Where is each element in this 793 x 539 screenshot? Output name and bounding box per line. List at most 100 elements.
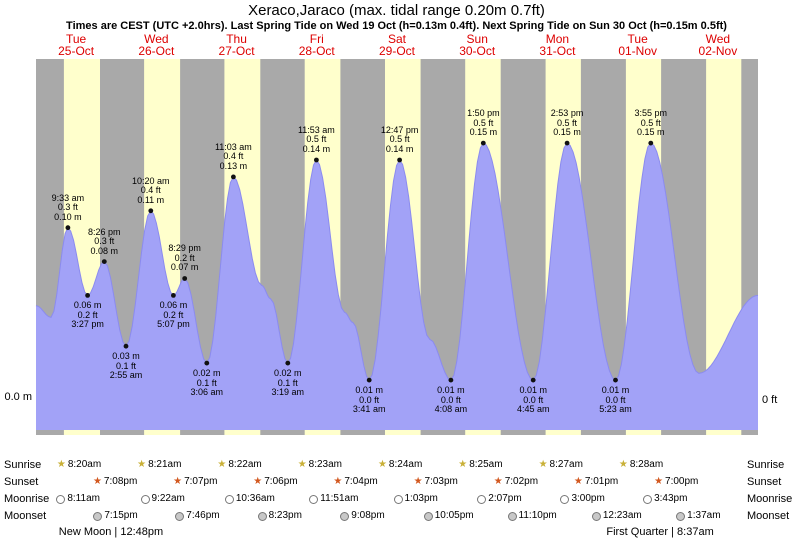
sunset-event: ★ 7:06pm (253, 476, 297, 488)
moonrise-time: 10:36am (235, 493, 275, 504)
moonrise-event: 2:07pm (477, 493, 522, 505)
day-label: Fri 28-Oct (298, 32, 335, 58)
sunrise-event: ★ 8:22am (217, 459, 261, 471)
chart-title: Xeraco,Jaraco (max. tidal range 0.20m 0.… (248, 2, 545, 19)
sunrise-row-label-right: Sunrise (747, 459, 785, 471)
tide-extreme-dot (397, 157, 402, 163)
tide-annotation-low: 0.02 m 0.1 ft 3:19 am (271, 368, 305, 398)
tide-annotation-low: 0.06 m 0.2 ft 5:07 pm (157, 300, 190, 330)
moonset-event: 12:23am (591, 510, 642, 522)
moonrise-event: 1:03pm (393, 493, 438, 505)
moonset-moon-icon (507, 511, 517, 521)
sunset-time: 7:03pm (424, 476, 458, 487)
moonrise-time: 8:11am (67, 493, 100, 504)
sunset-time: 7:08pm (103, 476, 138, 487)
moonset-event: 7:46pm (175, 510, 220, 522)
moonset-time: 9:08pm (351, 510, 385, 521)
sunset-star-icon: ★ (92, 476, 102, 487)
moonset-moon-icon (423, 511, 433, 521)
day-label: Thu 27-Oct (218, 32, 255, 58)
sunrise-star-icon: ★ (538, 459, 548, 470)
moonrise-moon-icon (140, 494, 150, 504)
day-label: Sat 29-Oct (378, 32, 416, 58)
sunrise-event: ★ 8:21am (137, 459, 181, 471)
tide-annotation-high: 2:53 pm 0.5 ft 0.15 m (550, 108, 584, 138)
moonset-time: 7:15pm (104, 510, 138, 521)
tide-extreme-dot (123, 343, 129, 349)
day-label: Sun 30-Oct (459, 32, 496, 58)
sunrise-event: ★ 8:23am (298, 459, 342, 471)
moonrise-time: 3:43pm (654, 493, 688, 504)
moonrise-event: 9:22am (140, 493, 185, 505)
sunrise-time: 8:25am (469, 459, 503, 470)
moonset-time: 8:23pm (268, 510, 302, 521)
tide-extreme-dot (101, 259, 107, 264)
tide-extreme-dot (564, 140, 570, 146)
sunset-star-icon: ★ (493, 476, 503, 487)
tide-annotation-high: 11:53 am 0.5 ft 0.14 m (297, 124, 335, 154)
sunrise-time: 8:23am (308, 459, 343, 470)
tide-annotation-low: 0.01 m 0.0 ft 4:08 am (434, 385, 468, 415)
sunset-star-icon: ★ (413, 476, 423, 487)
sunset-event: ★ 7:00pm (654, 476, 698, 488)
sunrise-time: 8:20am (67, 459, 102, 470)
sunset-event: ★ 7:07pm (173, 476, 217, 488)
moonset-moon-icon (340, 511, 350, 521)
sunset-time: 7:07pm (184, 476, 218, 487)
tide-area (36, 143, 758, 430)
tide-annotation-high: 9:33 am 0.3 ft 0.10 m (51, 192, 85, 222)
tide-extreme-dot (530, 377, 536, 383)
sunrise-star-icon: ★ (297, 459, 307, 470)
tide-annotation-low: 0.01 m 0.0 ft 3:41 am (352, 385, 386, 415)
moonset-time: 11:10pm (518, 510, 557, 521)
tide-extreme-dot (613, 377, 618, 383)
moonrise-moon-icon (224, 494, 234, 504)
tide-annotation-high: 1:50 pm 0.5 ft 0.15 m (467, 108, 500, 138)
moonset-moon-icon (257, 511, 267, 521)
moonset-moon-icon (175, 511, 185, 521)
moonset-event: 7:15pm (93, 510, 138, 522)
moonset-row-label-right: Moonset (747, 510, 790, 522)
moonrise-time: 11:51am (320, 493, 359, 504)
moonset-event: 11:10pm (507, 510, 557, 522)
sunset-row-label-left: Sunset (4, 476, 39, 488)
tide-extreme-dot (65, 225, 71, 231)
tide-extreme-dot (171, 293, 176, 298)
sunset-star-icon: ★ (333, 476, 343, 487)
sunset-row-label-right: Sunset (747, 476, 782, 488)
tide-annotation-high: 3:55 pm 0.5 ft 0.15 m (634, 108, 668, 138)
tide-annotation-high: 10:20 am 0.4 ft 0.11 m (131, 175, 170, 205)
moonrise-row-label-left: Moonrise (4, 493, 50, 505)
day-label: Mon 31-Oct (539, 32, 576, 58)
sunrise-star-icon: ★ (377, 459, 387, 470)
tide-annotation-high: 8:26 pm 0.3 ft 0.08 m (88, 226, 121, 256)
moonrise-moon-icon (393, 494, 403, 504)
sunrise-time: 8:21am (148, 459, 182, 470)
sunset-event: ★ 7:03pm (414, 476, 458, 488)
sunrise-event: ★ 8:28am (619, 459, 663, 471)
tide-extreme-dot (148, 208, 154, 214)
tide-annotation-low: 0.06 m 0.2 ft 3:27 pm (71, 300, 104, 330)
sunset-event: ★ 7:04pm (333, 476, 377, 488)
sunrise-star-icon: ★ (137, 459, 147, 470)
moonrise-moon-icon (309, 494, 319, 504)
moonset-row-label-left: Moonset (4, 510, 47, 522)
moonrise-event: 10:36am (224, 493, 275, 505)
sunrise-event: ★ 8:24am (378, 459, 422, 471)
sunrise-star-icon: ★ (217, 459, 227, 470)
moonrise-time: 1:03pm (404, 493, 438, 504)
sunset-event: ★ 7:01pm (574, 476, 618, 488)
sunrise-star-icon: ★ (458, 459, 468, 470)
sunset-star-icon: ★ (573, 476, 583, 487)
sunset-event: ★ 7:02pm (494, 476, 538, 488)
tide-extreme-dot (314, 157, 319, 163)
tide-annotation-low: 0.01 m 0.0 ft 5:23 am (599, 385, 632, 415)
day-label: Tue 25-Oct (58, 32, 95, 58)
tide-annotation-high: 8:29 pm 0.2 ft 0.07 m (168, 243, 201, 273)
tide-annotation-low: 0.01 m 0.0 ft 4:45 am (516, 385, 550, 415)
tide-annotation-high: 11:03 am 0.4 ft 0.13 m (214, 141, 252, 171)
moonset-time: 12:23am (602, 510, 642, 521)
moon-phase-note: New Moon | 12:48pm (58, 526, 164, 538)
moonset-event: 1:37am (676, 510, 721, 522)
sunset-time: 7:04pm (344, 476, 378, 487)
